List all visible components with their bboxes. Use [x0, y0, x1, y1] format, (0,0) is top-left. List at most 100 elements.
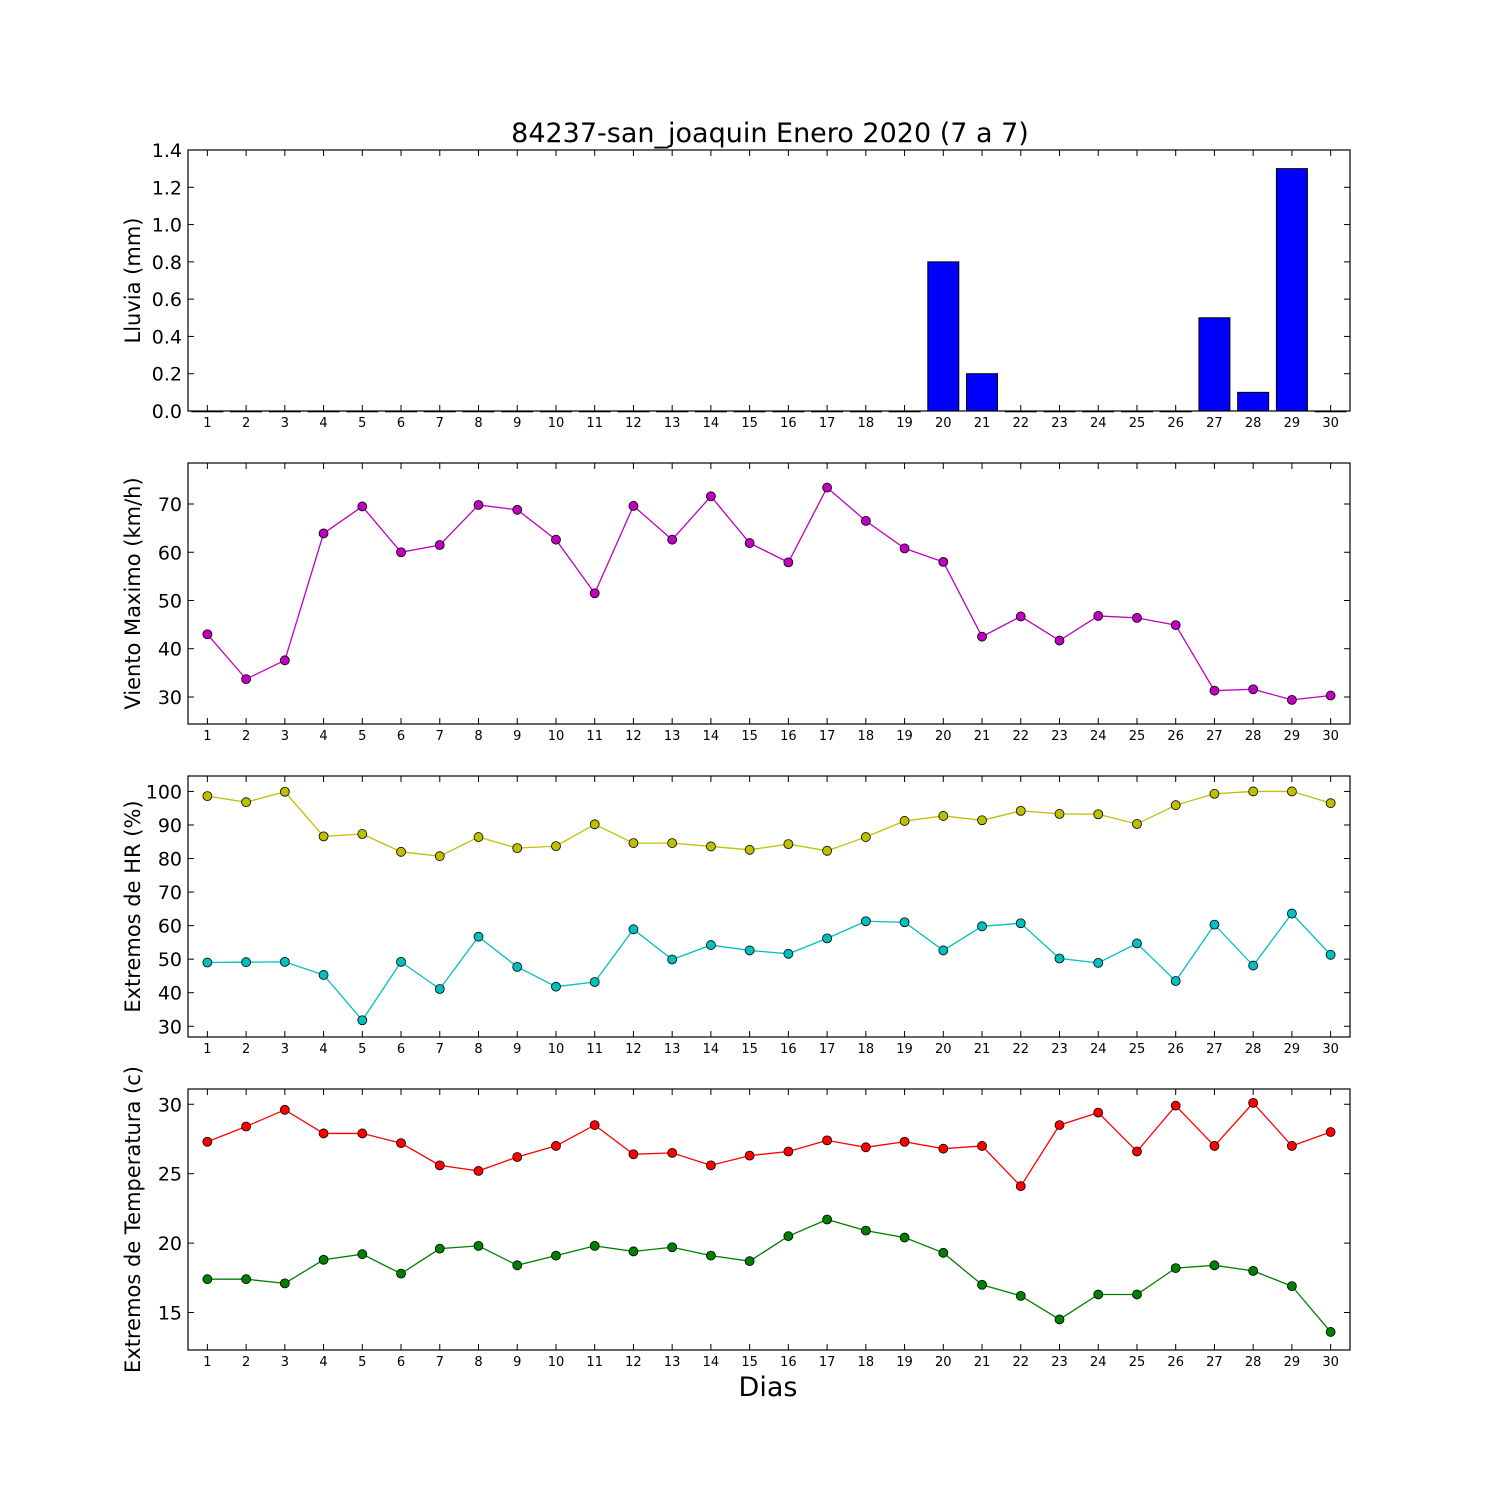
data-point-hr_min [1015, 918, 1026, 929]
data-point-wind [589, 588, 600, 599]
data-point-wind [1209, 685, 1220, 696]
data-point-hr_min [899, 917, 910, 928]
axes-frame [187, 462, 1351, 725]
x-tick-label: 24 [1090, 1355, 1107, 1370]
y-axis-label: Lluvia (mm) [121, 218, 145, 344]
y-axis-label: Extremos de HR (%) [121, 800, 145, 1012]
x-tick-label: 7 [436, 729, 444, 744]
x-tick-label: 21 [974, 729, 991, 744]
data-point-temp_min [1054, 1314, 1065, 1325]
x-tick-label: 6 [397, 416, 405, 431]
data-point-temp_min [667, 1242, 678, 1253]
data-point-wind [667, 534, 678, 545]
x-tick-label: 28 [1245, 729, 1262, 744]
axes-frame [187, 775, 1351, 1038]
x-tick-label: 7 [436, 1355, 444, 1370]
data-point-wind [1248, 684, 1259, 695]
data-point-wind [822, 482, 832, 493]
data-point-hr_max [1209, 788, 1220, 799]
x-tick-label: 13 [664, 1355, 681, 1370]
x-tick-label: 11 [586, 416, 603, 431]
data-point-hr_max [899, 816, 910, 826]
x-tick-label: 19 [896, 1355, 913, 1370]
y-tick-label: 0.2 [152, 364, 182, 386]
axes-frame [187, 1088, 1351, 1351]
data-point-temp_max [1015, 1181, 1026, 1192]
data-point-temp_min [938, 1247, 949, 1258]
data-point-hr_min [279, 956, 290, 967]
data-point-temp_max [202, 1136, 213, 1147]
data-point-hr_max [744, 844, 755, 855]
x-tick-label: 20 [935, 416, 952, 431]
y-tick-label: 30 [158, 1016, 182, 1038]
x-tick-label: 26 [1167, 1355, 1184, 1370]
x-tick-label: 23 [1051, 1042, 1068, 1057]
data-point-hr_min [434, 984, 445, 994]
x-tick-label: 9 [513, 416, 521, 431]
data-point-hr_min [938, 945, 949, 956]
axes-frame [187, 149, 1351, 412]
data-point-hr_min [1209, 919, 1220, 930]
x-tick-label: 17 [819, 729, 836, 744]
x-tick-label: 13 [664, 729, 681, 744]
data-point-temp_max [938, 1143, 949, 1154]
data-point-wind [977, 631, 987, 642]
data-point-hr_max [241, 797, 252, 808]
x-tick-label: 2 [242, 729, 250, 744]
data-point-hr_max [706, 841, 716, 852]
data-point-hr_max [1093, 809, 1104, 820]
x-tick-label: 15 [741, 1355, 758, 1370]
x-tick-label: 23 [1051, 1355, 1068, 1370]
rain-bar [927, 261, 960, 412]
y-axis-label: Viento Maximo (km/h) [121, 477, 145, 709]
y-tick-label: 70 [158, 494, 182, 516]
x-tick-label: 6 [397, 729, 405, 744]
data-point-hr_min [706, 940, 716, 950]
data-point-hr_min [1054, 953, 1065, 964]
data-point-hr_max [1054, 809, 1065, 819]
x-tick-label: 5 [358, 416, 366, 431]
data-point-temp_min [473, 1240, 484, 1251]
data-point-temp_max [1054, 1120, 1065, 1130]
x-tick-label: 11 [586, 1042, 603, 1057]
data-point-temp_max [434, 1160, 445, 1171]
x-tick-label: 19 [896, 416, 913, 431]
x-tick-label: 16 [780, 729, 797, 744]
rain-bar [1237, 391, 1270, 412]
data-point-hr_min [241, 957, 252, 968]
data-point-wind [551, 534, 561, 545]
data-point-hr_min [744, 945, 755, 956]
x-tick-label: 22 [1012, 1355, 1029, 1370]
y-tick-label: 30 [158, 1094, 182, 1116]
data-point-hr_max [938, 811, 949, 821]
x-tick-label: 14 [703, 1042, 720, 1057]
x-tick-label: 8 [474, 416, 482, 431]
rain-bar [1198, 317, 1231, 412]
y-axis-label: Extremos de Temperatura (c) [121, 1066, 145, 1373]
series-line-wind [206, 486, 1331, 701]
data-point-temp_min [512, 1260, 523, 1271]
data-point-hr_max [628, 838, 639, 848]
data-point-hr_max [860, 832, 871, 842]
x-tick-label: 30 [1322, 1355, 1339, 1370]
data-point-hr_min [202, 957, 213, 968]
data-point-temp_min [744, 1256, 755, 1267]
x-tick-label: 4 [319, 1042, 327, 1057]
x-tick-label: 27 [1206, 416, 1223, 431]
x-tick-label: 28 [1245, 416, 1262, 431]
data-point-wind [744, 538, 755, 548]
data-point-temp_min [1015, 1290, 1026, 1301]
x-tick-label: 3 [281, 1355, 289, 1370]
data-point-temp_max [1248, 1097, 1259, 1108]
x-tick-label: 16 [780, 1042, 797, 1057]
x-tick-label: 14 [703, 729, 720, 744]
y-tick-label: 60 [158, 542, 182, 564]
x-tick-label: 22 [1012, 416, 1029, 431]
data-point-temp_min [899, 1232, 910, 1243]
x-tick-label: 10 [548, 416, 565, 431]
data-point-hr_max [667, 838, 678, 848]
data-point-wind [396, 547, 406, 558]
